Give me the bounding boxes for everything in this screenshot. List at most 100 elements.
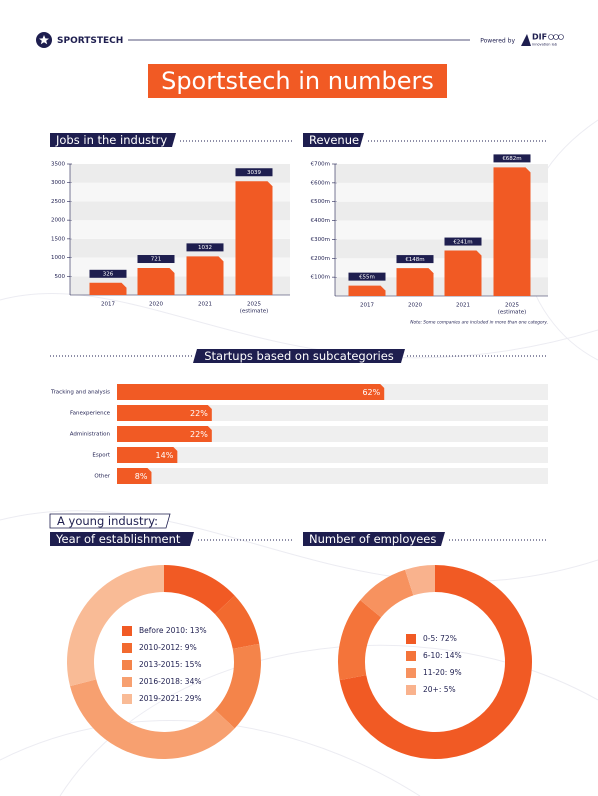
x-tick-label: 2025 bbox=[505, 303, 519, 309]
brand: SPORTSTECH bbox=[57, 36, 123, 46]
y-tick-label: 3000 bbox=[51, 180, 65, 186]
bar-track bbox=[117, 468, 548, 484]
logo-star bbox=[39, 35, 49, 45]
category-label: Esport bbox=[92, 453, 110, 459]
category-label: Other bbox=[94, 474, 110, 480]
legend-label: 2019-2021: 29% bbox=[139, 694, 201, 703]
value-label: 62% bbox=[362, 388, 380, 397]
bar bbox=[186, 256, 224, 295]
chart-title: Jobs in the industry bbox=[55, 133, 167, 147]
bar bbox=[235, 181, 273, 295]
value-label: €148m bbox=[405, 257, 424, 263]
donut-segment bbox=[337, 600, 382, 681]
legend-swatch bbox=[406, 634, 416, 644]
legend-swatch bbox=[406, 685, 416, 695]
legend-label: Before 2010: 13% bbox=[139, 626, 207, 635]
grid-band bbox=[70, 238, 290, 258]
bar-track bbox=[117, 426, 548, 442]
legend-swatch bbox=[122, 626, 132, 636]
page-title: Sportstech in numbers bbox=[161, 67, 434, 95]
bar bbox=[117, 447, 178, 463]
value-label-box bbox=[348, 272, 386, 281]
x-tick-label: (estimate) bbox=[240, 309, 269, 315]
chart-title: Year of establishment bbox=[55, 532, 181, 546]
chart-title: Number of employees bbox=[309, 532, 436, 546]
powered-by: Powered by bbox=[480, 38, 515, 45]
donut-segment bbox=[405, 565, 435, 596]
value-label: 22% bbox=[190, 430, 208, 439]
y-tick-label: €600m bbox=[311, 180, 330, 186]
legend-label: 6-10: 14% bbox=[423, 651, 462, 660]
y-tick-label: 2500 bbox=[51, 199, 65, 205]
value-label-box bbox=[396, 255, 434, 264]
donut-segment bbox=[67, 565, 164, 687]
value-label-box bbox=[444, 237, 482, 246]
x-tick-label: 2021 bbox=[198, 302, 212, 308]
tab bbox=[303, 133, 364, 147]
value-label-box bbox=[235, 168, 273, 177]
title-box bbox=[148, 64, 447, 98]
section-title: A young industry: bbox=[57, 514, 158, 528]
y-tick-label: 2000 bbox=[51, 218, 65, 224]
donut-segment bbox=[164, 565, 235, 615]
y-tick-label: €300m bbox=[311, 237, 330, 243]
x-tick-label: (estimate) bbox=[498, 310, 527, 316]
legend-swatch bbox=[122, 643, 132, 653]
legend-swatch bbox=[122, 677, 132, 687]
value-label: 3039 bbox=[247, 170, 261, 176]
donut-segment bbox=[70, 679, 235, 759]
bar bbox=[117, 426, 212, 442]
y-tick-label: 1500 bbox=[51, 236, 65, 242]
value-label: 721 bbox=[151, 257, 162, 263]
tab bbox=[50, 133, 176, 147]
chart-title: Startups based on subcategories bbox=[204, 349, 394, 363]
value-label-box bbox=[186, 243, 224, 252]
x-tick-label: 2025 bbox=[247, 302, 261, 308]
bar bbox=[444, 250, 482, 296]
legend-swatch bbox=[406, 668, 416, 678]
category-label: Fanexperience bbox=[70, 411, 111, 417]
bar-track bbox=[117, 405, 548, 421]
bar bbox=[117, 405, 212, 421]
bar bbox=[348, 285, 386, 296]
partner-sub: innovation lab bbox=[532, 43, 558, 47]
y-tick-label: €700m bbox=[311, 162, 330, 168]
bar bbox=[396, 268, 434, 296]
value-label: 326 bbox=[103, 271, 114, 277]
y-tick-label: €500m bbox=[311, 199, 330, 205]
grid-band bbox=[70, 220, 290, 239]
legend-label: 2013-2015: 15% bbox=[139, 660, 201, 669]
value-label-box bbox=[493, 154, 531, 163]
donut-segment bbox=[215, 595, 260, 649]
section-box bbox=[49, 513, 171, 529]
legend-label: 2016-2018: 34% bbox=[139, 677, 201, 686]
note: Note: Some companies are included in mor… bbox=[410, 320, 548, 326]
y-tick-label: 1000 bbox=[51, 255, 65, 261]
legend-label: 0-5: 72% bbox=[423, 634, 457, 643]
value-label-box bbox=[137, 255, 175, 264]
legend-swatch bbox=[122, 694, 132, 704]
x-tick-label: 2017 bbox=[360, 303, 374, 309]
value-label: €682m bbox=[502, 156, 521, 162]
y-tick-label: 500 bbox=[55, 274, 66, 280]
partner-rings bbox=[548, 34, 564, 40]
category-label: Administration bbox=[70, 432, 111, 438]
x-tick-label: 2021 bbox=[456, 303, 470, 309]
legend-label: 20+: 5% bbox=[423, 685, 456, 694]
x-tick-label: 2017 bbox=[101, 302, 115, 308]
bar-track bbox=[117, 447, 548, 463]
value-label: 1032 bbox=[198, 245, 212, 251]
donut-segment bbox=[360, 569, 414, 618]
x-tick-label: 2020 bbox=[149, 302, 163, 308]
tab bbox=[193, 349, 405, 363]
tab bbox=[50, 532, 194, 546]
legend-swatch bbox=[122, 660, 132, 670]
partner: DIF bbox=[532, 33, 547, 42]
bar bbox=[117, 384, 385, 400]
bar bbox=[137, 268, 175, 295]
value-label: 8% bbox=[135, 472, 148, 481]
tab bbox=[303, 532, 445, 546]
bar bbox=[493, 167, 531, 296]
